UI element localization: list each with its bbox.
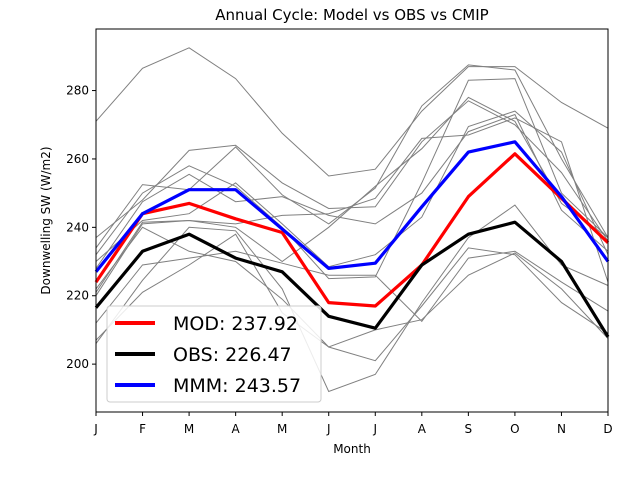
cmip-model-line-12 [95, 226, 609, 362]
mod-series-line [94, 152, 610, 308]
main-series-lines [94, 140, 610, 338]
cmip-model-line-8 [95, 96, 609, 296]
x-tick-label: O [510, 422, 519, 436]
mmm-series-line [94, 140, 610, 273]
x-axis-label: Month [333, 442, 371, 456]
x-tick-label: F [139, 422, 146, 436]
chart-title: Annual Cycle: Model vs OBS vs CMIP [215, 6, 488, 24]
legend-label-mmm: MMM: 243.57 [173, 375, 301, 397]
x-tick-label: J [372, 422, 377, 436]
legend-label-obs: OBS: 226.47 [173, 344, 292, 366]
x-tick-label: M [277, 422, 287, 436]
y-tick-label: 260 [66, 152, 89, 166]
cmip-model-line-5 [95, 110, 609, 268]
plot-frame [95, 28, 609, 413]
cmip-model-line-9 [95, 250, 609, 324]
cmip-model-line-3 [95, 64, 609, 249]
y-tick-label: 280 [66, 84, 89, 98]
x-tick-label: J [93, 422, 98, 436]
cmip-model-line-10 [95, 233, 609, 348]
x-tick-label: S [465, 422, 473, 436]
y-tick-label: 220 [66, 289, 89, 303]
y-tick-label: 240 [66, 220, 89, 234]
y-axis-ticks: 200 220 240 260 280 [66, 84, 96, 371]
legend-label-mod: MOD: 237.92 [173, 313, 298, 335]
x-tick-label: A [418, 422, 427, 436]
cmip-model-line-6 [95, 113, 609, 269]
x-tick-label: N [557, 422, 566, 436]
x-tick-label: A [232, 422, 241, 436]
cmip-model-line-1 [95, 47, 609, 177]
cmip-model-line-2 [95, 100, 609, 242]
x-tick-label: D [603, 422, 612, 436]
cmip-model-line-4 [95, 78, 609, 280]
y-axis-label: Downwelling SW (W/m2) [39, 146, 53, 294]
y-tick-label: 200 [66, 357, 89, 371]
x-tick-label: M [184, 422, 194, 436]
obs-series-line [94, 220, 610, 338]
x-tick-label: J [326, 422, 331, 436]
legend-box [106, 305, 322, 403]
legend: MOD: 237.92 OBS: 226.47 MMM: 243.57 [106, 305, 322, 403]
